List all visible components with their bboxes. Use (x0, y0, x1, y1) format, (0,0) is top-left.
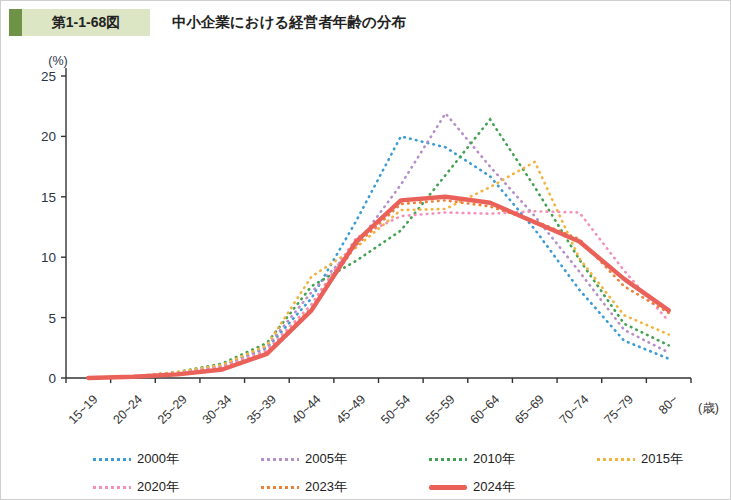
legend-label: 2005年 (305, 450, 347, 468)
header-accent-bar (9, 9, 22, 36)
y-tick-label: 25 (41, 69, 56, 84)
series-2000-line (88, 136, 668, 378)
y-tick-label: 5 (48, 311, 56, 326)
legend-label: 2015年 (641, 450, 683, 468)
legend-marker-2010 (429, 458, 467, 461)
x-tick-label: 60~64 (468, 392, 503, 427)
x-tick-label: 75~79 (601, 392, 636, 427)
x-tick-label: 55~59 (423, 392, 458, 427)
x-tick-label: 45~49 (334, 392, 369, 427)
legend-marker-2000 (93, 458, 131, 461)
figure-page: 第1-1-68図 中小企業における経営者年齢の分布 0 5 10 15 20 25(%) 1… (0, 0, 731, 500)
legend-marker-2015 (597, 458, 635, 461)
x-tick-label: 25~29 (155, 392, 190, 427)
x-tick-label: 20~24 (110, 392, 145, 427)
series-2010-line (88, 120, 668, 379)
legend-item-2010: 2010年 (429, 450, 597, 468)
legend-label: 2020年 (137, 478, 179, 496)
x-tick-label: 35~39 (244, 392, 279, 427)
figure-number-label: 第1-1-68図 (22, 9, 150, 36)
legend-item-2005: 2005年 (261, 450, 429, 468)
chart-legend: 2000年 2005年 2010年 2015年 2020年 2023年 2024年 (93, 450, 731, 496)
x-tick-label: 30~34 (200, 392, 235, 427)
legend-item-2015: 2015年 (597, 450, 731, 468)
legend-label: 2010年 (473, 450, 515, 468)
y-tick-label: 0 (48, 371, 56, 386)
y-tick-label: 10 (41, 250, 56, 265)
legend-marker-2023 (261, 486, 299, 489)
legend-marker-2020 (93, 486, 131, 489)
legend-item-2023: 2023年 (261, 478, 429, 496)
age-distribution-line-chart: 0 5 10 15 20 25(%) 15~19 20~24 25~29 30~34 35~39 40… (1, 49, 731, 441)
legend-item-2024: 2024年 (429, 478, 597, 496)
legend-item-2000: 2000年 (93, 450, 261, 468)
y-tick-label: 20 (41, 129, 56, 144)
x-tick-label: 50~54 (378, 392, 413, 427)
legend-label: 2024年 (473, 478, 515, 496)
x-axis-unit-label: (歳) (698, 401, 719, 415)
y-axis-unit-label: (%) (48, 54, 67, 68)
x-tick-label: 65~69 (512, 392, 547, 427)
figure-header: 第1-1-68図 中小企業における経営者年齢の分布 (9, 9, 722, 36)
x-tick-label: 80~ (656, 392, 681, 417)
x-tick-label: 40~44 (289, 392, 324, 427)
legend-marker-2005 (261, 458, 299, 461)
chart-area: 0 5 10 15 20 25(%) 15~19 20~24 25~29 30~34 35~39 40… (1, 49, 731, 441)
series-2015-line (88, 162, 668, 378)
legend-marker-2024 (429, 485, 467, 490)
legend-label: 2023年 (305, 478, 347, 496)
legend-label: 2000年 (137, 450, 179, 468)
series-2023-line (88, 200, 668, 378)
x-tick-label: 70~74 (557, 392, 592, 427)
series-2024-line (88, 197, 668, 378)
x-tick-label: 15~19 (66, 392, 101, 427)
y-tick-label: 15 (41, 190, 56, 205)
series-2020-line (88, 211, 668, 378)
legend-item-2020: 2020年 (93, 478, 261, 496)
figure-title: 中小企業における経営者年齢の分布 (172, 9, 406, 36)
